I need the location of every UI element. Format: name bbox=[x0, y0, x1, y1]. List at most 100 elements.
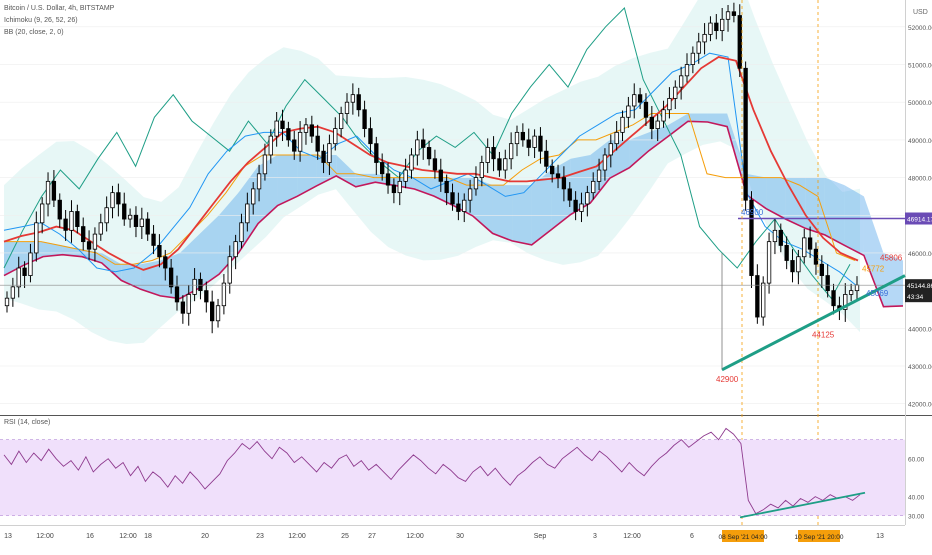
candle bbox=[286, 121, 291, 147]
indicator-bb[interactable]: BB (20, close, 2, 0) bbox=[4, 29, 64, 36]
candle-body bbox=[239, 222, 244, 243]
candle bbox=[755, 264, 760, 324]
candle bbox=[256, 164, 262, 202]
candle bbox=[321, 144, 326, 174]
candle bbox=[215, 298, 221, 328]
candle bbox=[591, 172, 596, 200]
date-label-bg bbox=[722, 530, 764, 542]
candle-body bbox=[508, 143, 514, 160]
indicator-ichimoku[interactable]: Ichimoku (9, 26, 52, 26) bbox=[4, 17, 78, 24]
candle bbox=[714, 14, 719, 40]
candle bbox=[538, 127, 543, 164]
candle bbox=[819, 255, 824, 289]
candle bbox=[479, 155, 484, 187]
candle bbox=[157, 234, 162, 268]
candle-body bbox=[409, 154, 414, 171]
candle-body bbox=[467, 188, 473, 201]
candle bbox=[426, 140, 432, 166]
candle bbox=[585, 185, 590, 217]
candle bbox=[608, 134, 613, 168]
candle bbox=[749, 191, 754, 289]
candle-body bbox=[608, 143, 613, 156]
x-tick-label: 12:00 bbox=[119, 533, 137, 540]
candle bbox=[743, 61, 748, 211]
candle-body bbox=[743, 67, 748, 201]
candle bbox=[110, 185, 115, 219]
candle bbox=[444, 174, 449, 206]
annotation-base: 45772 bbox=[862, 265, 885, 274]
cloud-segment bbox=[883, 252, 903, 307]
candle-body bbox=[133, 214, 139, 227]
candle-body bbox=[690, 52, 696, 65]
candle bbox=[643, 93, 649, 126]
candle-body bbox=[92, 233, 98, 250]
candle bbox=[438, 158, 443, 192]
cloud-segment bbox=[648, 124, 669, 151]
candle bbox=[57, 193, 62, 228]
cloud-segment bbox=[336, 154, 356, 187]
candle bbox=[16, 256, 21, 298]
candle bbox=[632, 83, 637, 119]
candle-body bbox=[555, 173, 561, 178]
candle bbox=[303, 118, 309, 145]
candle-body bbox=[221, 282, 227, 307]
rsi-line bbox=[3, 427, 861, 515]
candle bbox=[696, 32, 701, 64]
candle-body bbox=[380, 162, 385, 175]
candle bbox=[192, 268, 197, 302]
candle bbox=[503, 149, 508, 179]
candle-body bbox=[432, 158, 438, 171]
candle bbox=[380, 153, 385, 181]
candle-body bbox=[116, 192, 121, 205]
horizontal-level-badge: 46914.17 bbox=[907, 217, 932, 224]
cloud-segment bbox=[121, 264, 141, 290]
candle bbox=[186, 285, 191, 326]
candle bbox=[81, 217, 86, 251]
candle-body bbox=[69, 211, 74, 231]
candle-body bbox=[262, 154, 268, 175]
candle-body bbox=[731, 11, 737, 16]
candle bbox=[356, 87, 361, 117]
candle bbox=[385, 162, 391, 194]
candle-body bbox=[479, 162, 484, 178]
rsi-y-tick-label: 60.00 bbox=[908, 457, 925, 464]
rsi-legend[interactable]: RSI (14, close) bbox=[4, 419, 51, 426]
cloud-segment bbox=[492, 185, 513, 241]
candle bbox=[690, 46, 696, 74]
y-tick-label: 46000.00 bbox=[908, 251, 932, 258]
candle-body bbox=[831, 290, 836, 307]
candle-body bbox=[667, 98, 672, 111]
candle-body bbox=[661, 109, 666, 122]
candle bbox=[655, 114, 660, 142]
candle-body bbox=[286, 128, 291, 141]
ichimoku-span-b bbox=[3, 120, 904, 308]
candle bbox=[116, 183, 121, 217]
last-price-badge-bg bbox=[905, 279, 932, 292]
candle-body bbox=[251, 188, 256, 205]
x-tick-label: 12:00 bbox=[288, 533, 306, 540]
candle bbox=[790, 249, 795, 283]
candle-body bbox=[514, 131, 520, 145]
annotation-low: 42900 bbox=[716, 375, 739, 384]
date-label: 10 Sep '21 20:00 bbox=[795, 534, 844, 541]
ichimoku-base-line bbox=[4, 113, 856, 265]
candle bbox=[561, 166, 567, 202]
candle bbox=[133, 206, 139, 238]
candle-body bbox=[579, 203, 584, 212]
candle-body bbox=[491, 147, 496, 160]
candle bbox=[766, 232, 772, 294]
candle bbox=[684, 53, 690, 83]
candle-body bbox=[796, 256, 801, 273]
candle bbox=[737, 4, 742, 77]
candle-body bbox=[632, 94, 637, 107]
date-label-bg bbox=[798, 530, 840, 542]
candle bbox=[168, 258, 174, 294]
candle-body bbox=[22, 267, 27, 276]
candle bbox=[51, 170, 57, 207]
candle-body bbox=[520, 131, 526, 141]
candle-body bbox=[57, 199, 62, 220]
candle bbox=[127, 208, 133, 228]
candle bbox=[122, 192, 127, 226]
